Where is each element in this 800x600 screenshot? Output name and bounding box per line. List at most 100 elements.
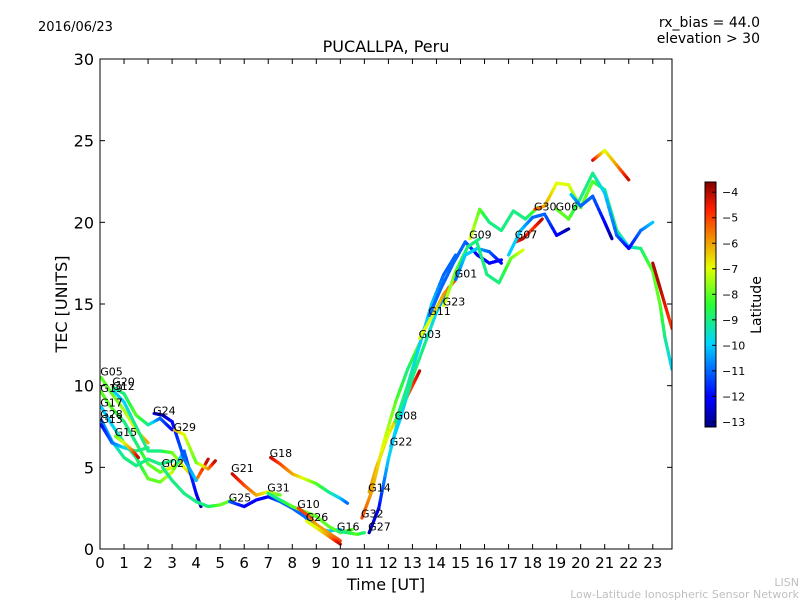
tec-segment	[336, 537, 342, 543]
tec-segment	[565, 227, 571, 232]
x-tick-label: 23	[643, 554, 662, 572]
curve-label-g27: G27	[368, 521, 391, 534]
colorbar-tick-label: −11	[722, 365, 745, 378]
tec-segment	[649, 220, 655, 226]
x-tick-label: 21	[595, 554, 614, 572]
colorbar-label: Latitude	[749, 276, 765, 334]
curve-label-g25: G25	[229, 491, 252, 504]
tec-series-g15	[114, 434, 141, 460]
y-tick-label: 25	[74, 132, 94, 151]
curve-label-g08: G08	[395, 410, 418, 423]
tec-series-g20	[111, 385, 174, 432]
tec-segment	[344, 500, 350, 505]
tec-series	[651, 261, 672, 331]
tec-segment	[476, 237, 482, 242]
elevation-label: elevation > 30	[657, 31, 760, 47]
tec-segment	[519, 248, 525, 254]
y-tick-label: 15	[74, 295, 94, 314]
tec-segment	[609, 234, 614, 241]
tec-segment	[144, 439, 150, 445]
tec-series-g29	[172, 428, 217, 471]
x-tick-label: 17	[499, 554, 518, 572]
y-axis: 0 5 10 15 20 25 30	[74, 50, 672, 559]
colorbar-tick-label: −12	[722, 390, 745, 403]
x-tick-label: 14	[427, 554, 446, 572]
date-label: 2016/06/23	[38, 20, 113, 35]
tec-series-g05	[100, 375, 150, 445]
tec-series-g11	[427, 240, 503, 318]
curve-label-g29: G29	[174, 421, 197, 434]
x-tick-label: 0	[95, 554, 105, 572]
y-tick-label: 5	[84, 458, 94, 477]
y-tick-label: 0	[84, 540, 94, 559]
tec-segment	[336, 541, 342, 546]
tec-segment	[135, 454, 141, 460]
tec-segment	[452, 253, 458, 260]
x-tick-label: 5	[215, 554, 225, 572]
curve-label-g22: G22	[390, 436, 413, 449]
colorbar-tick-label: −9	[722, 314, 738, 327]
tec-series-g22	[389, 286, 451, 448]
tec-segment	[276, 492, 282, 497]
colorbar-tick-label: −6	[722, 237, 738, 250]
tec-series-g16	[336, 529, 366, 536]
colorbar-tick-label: −7	[722, 263, 738, 276]
tec-series	[506, 212, 571, 257]
tec-series-g18	[269, 455, 350, 505]
tec-segment	[625, 175, 631, 182]
curve-label-g28: G28	[100, 408, 123, 421]
x-tick-label: 20	[571, 554, 590, 572]
tec-segment	[168, 426, 174, 432]
x-tick-label: 16	[475, 554, 494, 572]
curve-label-g13: G13	[100, 413, 123, 426]
curve-label-g18: G18	[270, 447, 293, 460]
curve-label-g01: G01	[455, 268, 478, 281]
x-tick-label: 10	[331, 554, 350, 572]
curve-label-g21: G21	[231, 462, 254, 475]
tec-series-g10	[296, 506, 342, 543]
tec-series	[569, 192, 614, 241]
curve-label-g05: G05	[100, 366, 123, 379]
colorbar-tick-label: −10	[722, 339, 745, 352]
tec-series-g23	[442, 237, 482, 308]
tec-series-g24	[152, 411, 198, 482]
curve-label-g11: G11	[428, 305, 451, 318]
y-axis-label: TEC [UNITS]	[52, 256, 71, 354]
tec-segment	[144, 446, 150, 450]
rx-bias-label: rx_bias = 44.0	[659, 15, 760, 31]
curve-label-g23: G23	[443, 295, 466, 308]
x-tick-label: 4	[191, 554, 201, 572]
tec-series	[475, 241, 525, 285]
tec-series-g26	[305, 519, 342, 546]
curve-label-g02: G02	[161, 457, 184, 470]
x-tick-label: 22	[619, 554, 638, 572]
tec-series-g02	[160, 465, 234, 509]
chart-title: PUCALLPA, Peru	[323, 37, 450, 56]
x-tick-label: 11	[355, 554, 374, 572]
x-tick-label: 8	[287, 554, 297, 572]
y-tick-label: 30	[74, 50, 94, 69]
tec-series-g32	[360, 341, 422, 520]
tec-series-g01	[454, 246, 503, 282]
curve-label-g31: G31	[267, 481, 290, 494]
x-tick-label: 15	[451, 554, 470, 572]
x-axis: 0 1 2 3 4 5 6 7 8 9 10 11 12 13 14 15 16 17 18 19 20 21 22 23	[95, 59, 662, 572]
curve-label-g20: G20	[112, 375, 135, 388]
x-tick-label: 13	[403, 554, 422, 572]
curve-label-g17: G17	[100, 397, 123, 410]
tec-series	[591, 148, 631, 182]
tec-segment	[168, 459, 174, 463]
tec-segment	[212, 459, 217, 464]
curve-label-g15: G15	[115, 426, 138, 439]
curve-label-g10: G10	[297, 498, 320, 511]
curve-label-g06: G06	[556, 201, 579, 214]
x-tick-label: 7	[263, 554, 273, 572]
tec-segment	[192, 475, 198, 482]
curve-label-g07: G07	[515, 228, 538, 241]
tec-segment	[204, 457, 210, 465]
x-tick-label: 19	[547, 554, 566, 572]
tec-segment	[497, 259, 503, 265]
tec-series-g21	[230, 472, 282, 497]
